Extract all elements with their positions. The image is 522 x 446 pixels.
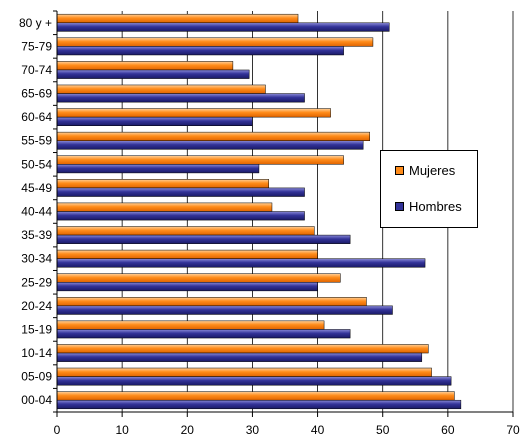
y-tick-label: 45-49 — [21, 181, 52, 195]
bar-hombres — [56, 234, 351, 244]
bars — [56, 13, 462, 410]
y-tick-label: 50-54 — [21, 157, 52, 171]
y-tick-label: 25-29 — [21, 275, 52, 289]
bar-hombres — [56, 164, 260, 174]
y-tick-label: 55-59 — [21, 134, 52, 148]
bar-mujeres — [56, 273, 341, 283]
y-tick-label: 10-14 — [21, 346, 52, 360]
bar-mujeres — [56, 131, 370, 141]
x-tick-label: 20 — [181, 423, 195, 437]
y-tick-label: 60-64 — [21, 110, 52, 124]
bar-mujeres — [56, 344, 429, 354]
y-tick-label: 75-79 — [21, 39, 52, 53]
y-tick-label: 00-04 — [21, 393, 52, 407]
bar-mujeres — [56, 202, 273, 212]
bar-hombres — [56, 140, 364, 150]
legend-label-mujeres: Mujeres — [409, 163, 456, 178]
x-tick-label: 40 — [311, 423, 325, 437]
y-tick-label: 65-69 — [21, 87, 52, 101]
bar-mujeres — [56, 367, 432, 377]
bar-hombres — [56, 352, 423, 362]
legend-swatch-hombres — [395, 202, 404, 211]
y-tick-label: 70-74 — [21, 63, 52, 77]
x-tick-label: 0 — [54, 423, 61, 437]
bar-hombres — [56, 187, 305, 197]
x-tick-label: 30 — [246, 423, 260, 437]
legend-swatch-mujeres — [395, 166, 404, 175]
bar-mujeres — [56, 391, 455, 401]
x-tick-label: 10 — [115, 423, 129, 437]
y-tick-label: 05-09 — [21, 370, 52, 384]
axes — [53, 10, 514, 417]
bar-hombres — [56, 258, 426, 268]
bar-mujeres — [56, 155, 344, 165]
tick-labels: 0 10 20 30 40 50 60 70 80 y + 75-79 70-74 65-69 60-6… — [19, 16, 520, 437]
bar-hombres — [56, 46, 344, 56]
bar-mujeres — [56, 61, 234, 71]
y-tick-label: 15-19 — [21, 322, 52, 336]
bar-hombres — [56, 376, 452, 386]
bar-hombres — [56, 69, 250, 79]
bar-hombres — [56, 22, 390, 32]
bar-hombres — [56, 329, 351, 339]
y-tick-label: 20-24 — [21, 299, 52, 313]
bar-hombres — [56, 282, 318, 292]
y-tick-label: 35-39 — [21, 228, 52, 242]
bar-mujeres — [56, 226, 315, 236]
bar-mujeres — [56, 108, 331, 118]
bar-mujeres — [56, 179, 269, 189]
bar-hombres — [56, 93, 305, 103]
bar-mujeres — [56, 249, 318, 259]
x-tick-label: 50 — [376, 423, 390, 437]
y-tick-label: 30-34 — [21, 252, 52, 266]
bar-mujeres — [56, 84, 266, 94]
y-tick-label: 40-44 — [21, 205, 52, 219]
bar-mujeres — [56, 297, 367, 307]
x-tick-label: 60 — [441, 423, 455, 437]
y-tick-label: 80 y + — [19, 16, 52, 30]
bar-hombres — [56, 305, 393, 315]
bar-hombres — [56, 211, 305, 221]
bar-hombres — [56, 399, 462, 410]
bar-mujeres — [56, 37, 374, 47]
bar-mujeres — [56, 320, 325, 330]
bar-mujeres — [56, 13, 299, 24]
bar-hombres — [56, 116, 253, 126]
legend: Mujeres Hombres — [380, 150, 478, 228]
legend-label-hombres: Hombres — [409, 199, 462, 214]
x-tick-label: 70 — [506, 423, 520, 437]
